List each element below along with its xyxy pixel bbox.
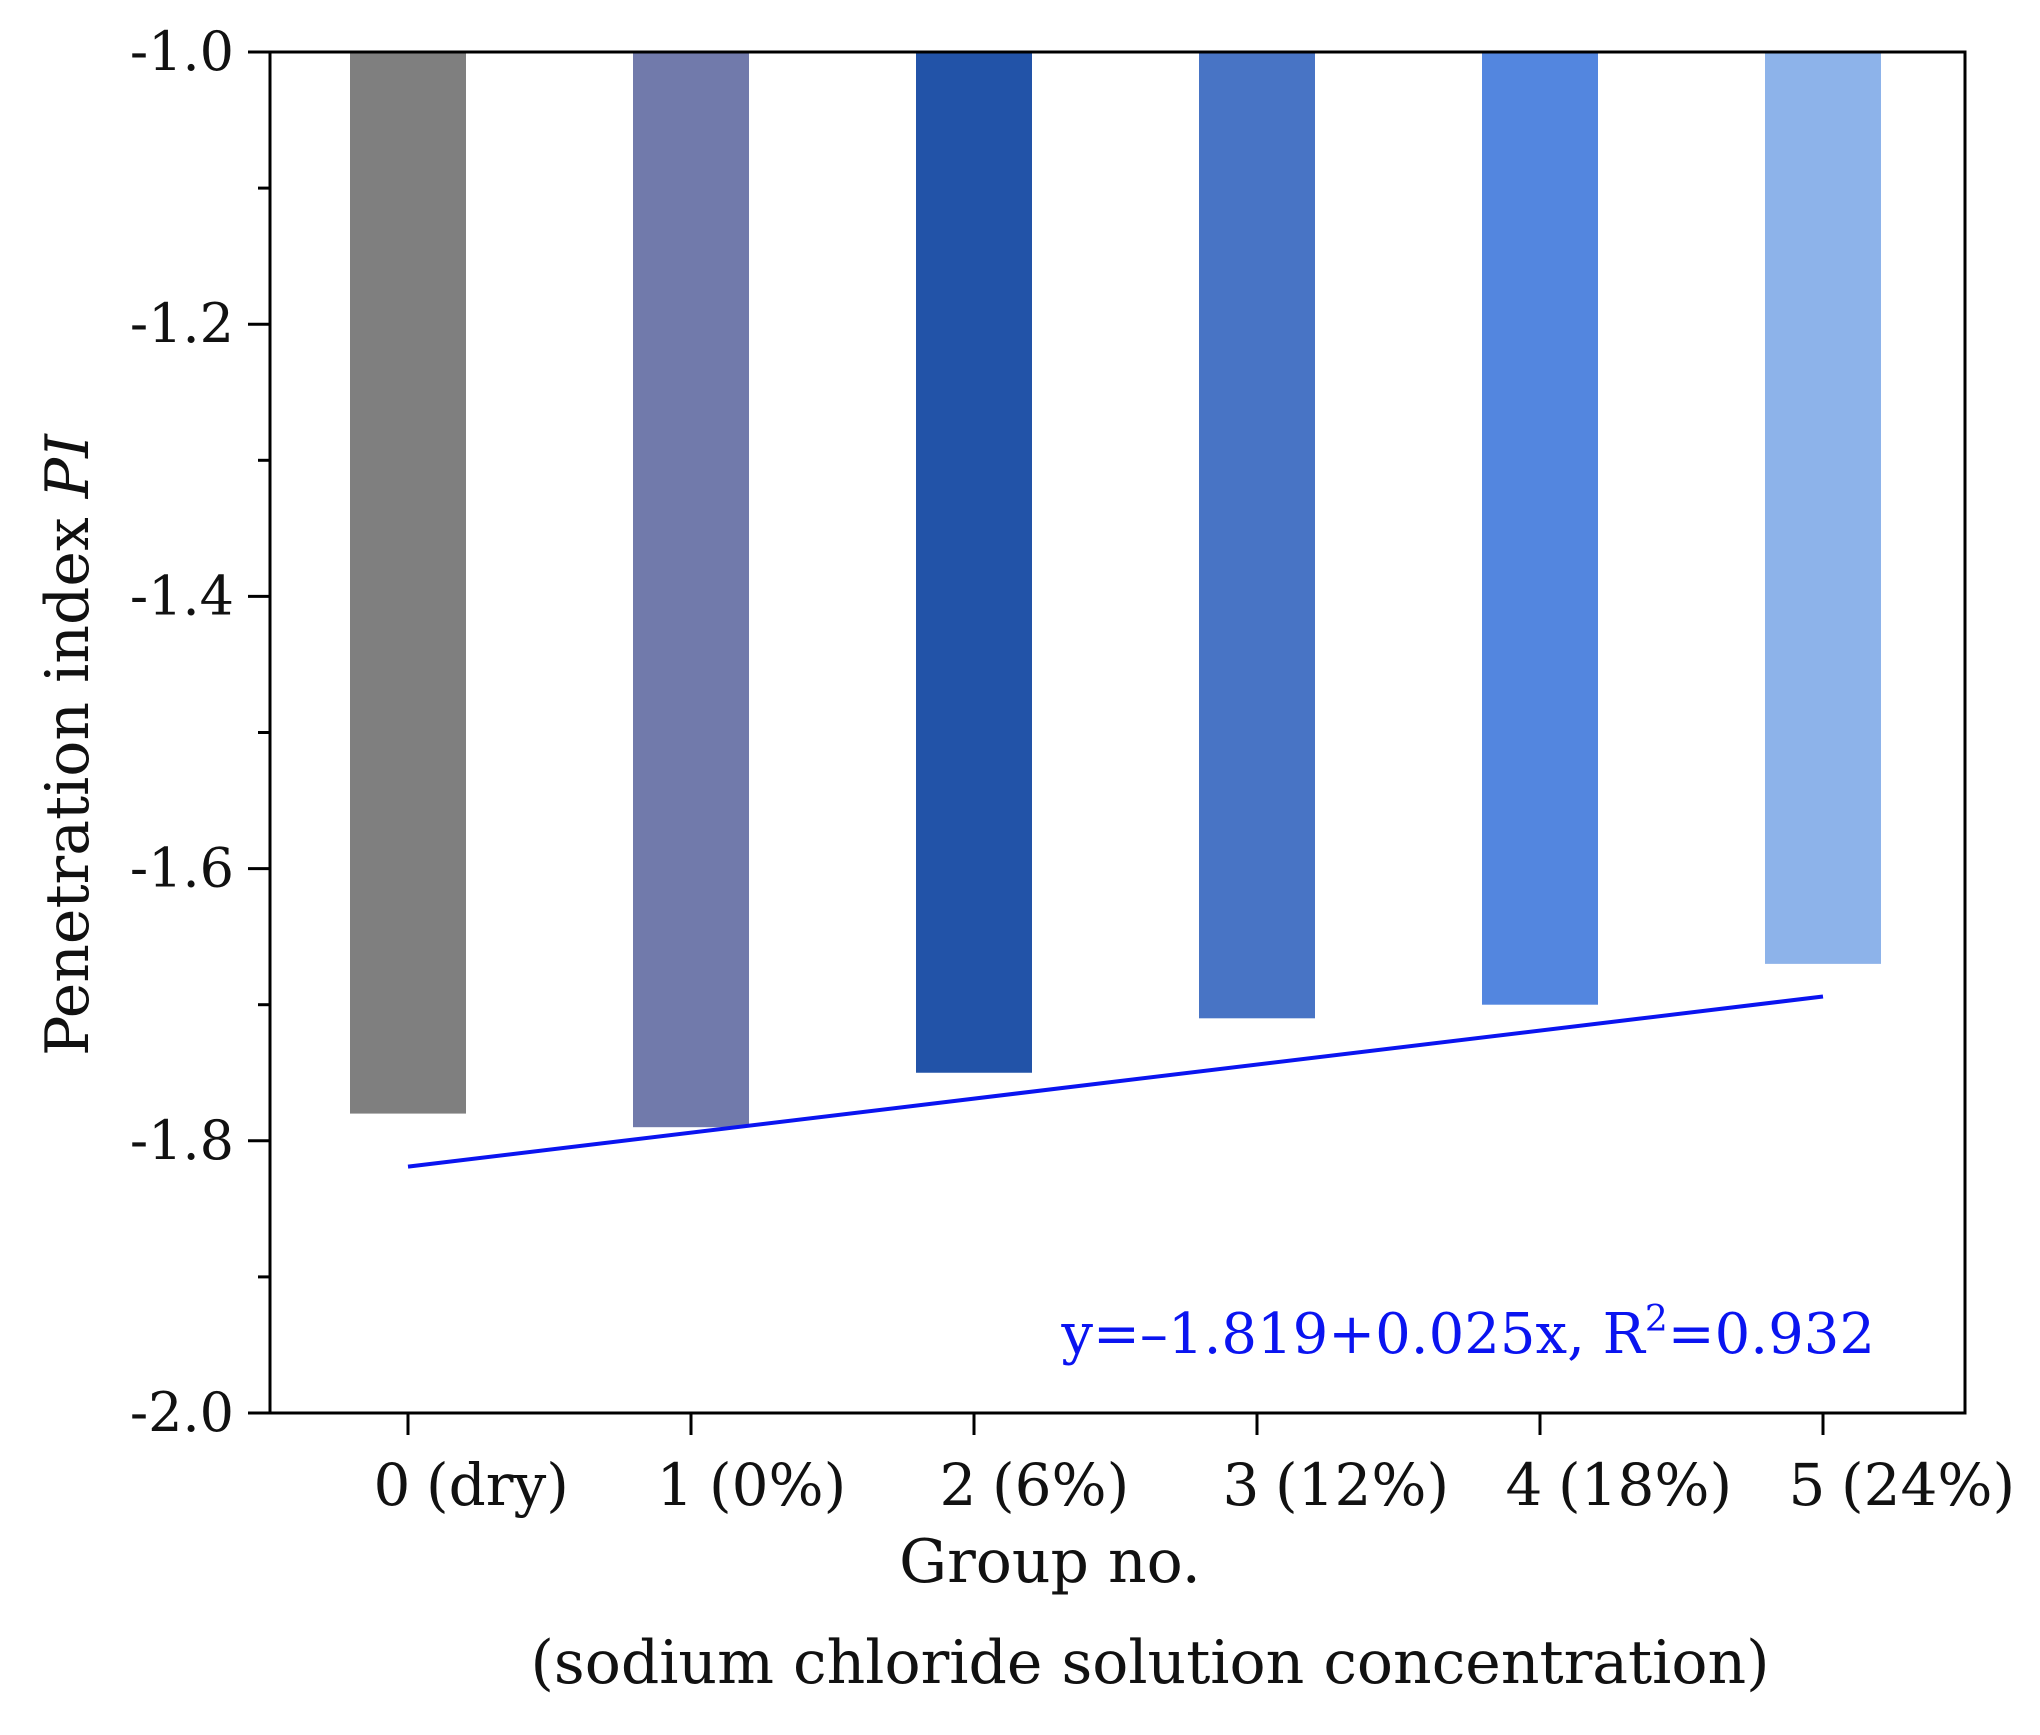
y-tick-label: -1.4 — [130, 564, 234, 627]
y-axis-title-text: Penetration index — [33, 517, 103, 1056]
x-tick-number: 5 — [1789, 1451, 1826, 1519]
fit-line-group — [407, 994, 1824, 1169]
bar-0 — [350, 52, 466, 1114]
x-tick-number: 2 — [940, 1451, 977, 1519]
fit-equation-superscript: 2 — [1645, 1299, 1668, 1340]
bar-2 — [916, 52, 1032, 1073]
fit-equation-suffix: =0.932 — [1668, 1302, 1875, 1367]
x-axis: 0 (dry) 1 (0%) 2 (6%) 3 (12%) 4 (18%) 5 (24%) — [374, 1413, 2016, 1519]
x-tick-desc: (24%) — [1841, 1451, 2015, 1519]
bars-group — [350, 52, 1881, 1128]
bar-3 — [1199, 52, 1315, 1019]
bar-5 — [1765, 52, 1881, 964]
x-tick-number: 4 — [1506, 1451, 1543, 1519]
y-tick-label: -1.6 — [130, 837, 234, 900]
x-tick-number: 0 — [374, 1451, 411, 1519]
x-tick-label: 3 (12%) — [1223, 1451, 1450, 1519]
x-axis-title: Group no. — [899, 1527, 1201, 1597]
y-tick-label: -2.0 — [130, 1381, 234, 1444]
x-tick-label: 4 (18%) — [1506, 1451, 1733, 1519]
x-tick-label: 0 (dry) — [374, 1451, 569, 1519]
x-tick-desc: (0%) — [709, 1451, 846, 1519]
x-tick-desc: (dry) — [426, 1451, 569, 1519]
y-tick-label: -1.0 — [130, 20, 234, 83]
y-axis-title: Penetration index PI — [33, 433, 103, 1056]
bar-1 — [633, 52, 749, 1128]
x-tick-label: 1 (0%) — [657, 1451, 847, 1519]
x-tick-number: 1 — [657, 1451, 694, 1519]
x-tick-label: 5 (24%) — [1789, 1451, 2016, 1519]
y-tick-label: -1.2 — [130, 292, 234, 355]
fit-line — [407, 994, 1824, 1169]
bar-4 — [1482, 52, 1598, 1005]
x-tick-number: 3 — [1223, 1451, 1260, 1519]
plot-frame — [268, 50, 1967, 1415]
x-tick-desc: (12%) — [1275, 1451, 1449, 1519]
x-axis-subtitle: (sodium chloride solution concentration) — [531, 1628, 1770, 1698]
fit-equation-prefix: y=–1.819+0.025x, R — [1060, 1302, 1646, 1367]
y-tick-label: -1.8 — [130, 1109, 234, 1172]
x-tick-desc: (18%) — [1558, 1451, 1732, 1519]
y-axis-title-italic: PI — [33, 433, 103, 499]
y-axis: -1.0 -1.2 -1.4 -1.6 -1.8 -2.0 — [130, 20, 270, 1444]
fit-equation: y=–1.819+0.025x, R2=0.932 — [1060, 1299, 1875, 1367]
x-tick-desc: (6%) — [992, 1451, 1129, 1519]
x-tick-label: 2 (6%) — [940, 1451, 1130, 1519]
